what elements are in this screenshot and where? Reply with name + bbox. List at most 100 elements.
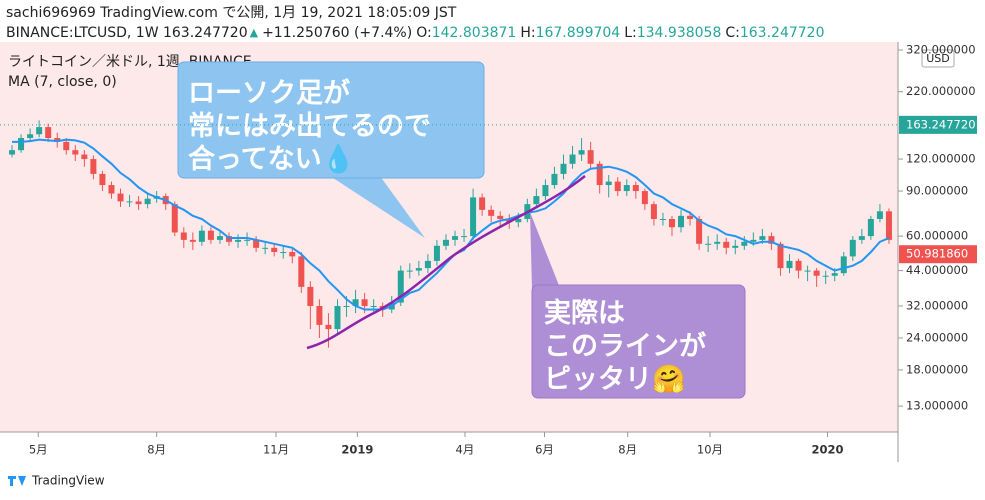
- callout-line: ピッタリ🤗: [544, 364, 686, 395]
- ohlc-value: 142.803871: [432, 25, 517, 41]
- candle-body: [596, 163, 603, 186]
- candle-body: [641, 191, 648, 205]
- candle-body: [876, 211, 883, 219]
- ohlc-value: 163.247720: [740, 25, 825, 41]
- candle-body: [578, 150, 585, 155]
- callout-text: ローソク足が常にはみ出てるので合ってない💧: [188, 77, 431, 175]
- price-label: 163.247720: [906, 117, 976, 131]
- candle-body: [244, 239, 251, 241]
- callout-blue: ローソク足が常にはみ出てるので合ってない💧: [177, 61, 485, 238]
- candle-body: [271, 247, 278, 253]
- candle-body: [117, 193, 124, 202]
- candle-body: [831, 273, 838, 276]
- candle-body: [750, 239, 757, 242]
- y-tick-label: 44.000000: [906, 263, 968, 277]
- candle-body: [632, 185, 639, 192]
- x-tick-label: 10月: [697, 443, 723, 457]
- candle-body: [307, 286, 314, 306]
- candle-body: [804, 270, 811, 272]
- candle-body: [822, 275, 829, 277]
- y-tick-label: 220.000000: [906, 84, 976, 98]
- legend-entry: MA (7, close, 0): [8, 74, 117, 90]
- x-tick-label: 8月: [147, 443, 166, 457]
- x-tick-label: 2020: [811, 443, 843, 457]
- candle-body: [45, 127, 52, 139]
- candle-body: [325, 324, 332, 330]
- callout-line: 合ってない💧: [188, 143, 355, 175]
- callout-box: [531, 284, 746, 399]
- candle-body: [36, 127, 43, 135]
- candle-body: [90, 159, 97, 174]
- candle-body: [99, 173, 106, 186]
- price-label-box: [899, 115, 977, 134]
- y-tick-label: 18.000000: [906, 362, 968, 376]
- candle-body: [352, 299, 359, 306]
- candle-body: [858, 236, 865, 240]
- candle-body: [180, 232, 187, 240]
- candle-body: [397, 270, 404, 303]
- callout-tail: [530, 212, 560, 290]
- candle-body: [126, 201, 133, 203]
- candle-body: [72, 150, 79, 155]
- candle-body: [280, 252, 287, 254]
- candle-body: [470, 197, 477, 237]
- candle-body: [696, 218, 703, 244]
- candle-body: [533, 196, 540, 205]
- candle-body: [614, 181, 621, 192]
- y-tick-label: 90.000000: [906, 184, 968, 198]
- currency-badge[interactable]: [921, 49, 955, 68]
- candle-body: [452, 236, 459, 240]
- candle-body: [777, 243, 784, 269]
- candle-body: [732, 245, 739, 248]
- y-tick-label: 60.000000: [906, 229, 968, 243]
- candle-body: [361, 299, 368, 306]
- candle-body: [587, 150, 594, 164]
- candle-body: [9, 150, 16, 155]
- candle-body: [714, 241, 721, 244]
- symbol-line: BINANCE:LTCUSD, 1W 163.247720 ▲ +11.250760…: [6, 25, 824, 41]
- callout-text: 実際はこのラインがピッタリ🤗: [544, 297, 706, 395]
- candle-body: [207, 230, 214, 240]
- x-tick-label: 5月: [29, 443, 48, 457]
- candle-body: [678, 215, 685, 228]
- ohlc-label: L:: [624, 25, 637, 41]
- candle-body: [479, 197, 486, 210]
- change: +11.250760 (+7.4%): [262, 25, 412, 41]
- candle-body: [216, 236, 223, 240]
- ohlc-value: 167.899704: [536, 25, 621, 41]
- candle-body: [108, 185, 115, 194]
- candle-body: [488, 209, 495, 216]
- candle-body: [741, 241, 748, 246]
- y-tick-label: 320.000000: [906, 43, 976, 57]
- candle-body: [687, 215, 694, 219]
- hand-drawn-line: [306, 175, 586, 350]
- candle-body: [659, 218, 666, 220]
- x-tick-label: 6月: [535, 443, 554, 457]
- callout-line: ローソク足が: [188, 77, 350, 109]
- y-tick-label: 32.000000: [906, 298, 968, 312]
- candle-body: [650, 204, 657, 219]
- candle-body: [144, 198, 151, 205]
- candle-body: [343, 305, 350, 307]
- candle-body: [189, 239, 196, 242]
- candle-body: [461, 236, 468, 238]
- x-tick-label: 8月: [618, 443, 637, 457]
- candle-body: [885, 211, 892, 240]
- candle-body: [253, 239, 260, 248]
- candle-body: [316, 305, 323, 325]
- y-tick-label: 13.000000: [906, 399, 968, 413]
- candle-body: [515, 218, 522, 223]
- y-tick-label: 120.000000: [906, 152, 976, 166]
- change-arrow: ▲: [250, 26, 259, 39]
- candle-body: [560, 163, 567, 174]
- candle-body: [759, 236, 766, 240]
- ohlc-label: H:: [520, 25, 535, 41]
- callout-line: 常にはみ出てるので: [188, 111, 431, 142]
- candle-body: [81, 154, 88, 160]
- candle-body: [262, 247, 269, 249]
- candle-body: [415, 268, 422, 271]
- candle-body: [424, 260, 431, 269]
- candle-body: [406, 270, 413, 272]
- candle-body: [605, 181, 612, 186]
